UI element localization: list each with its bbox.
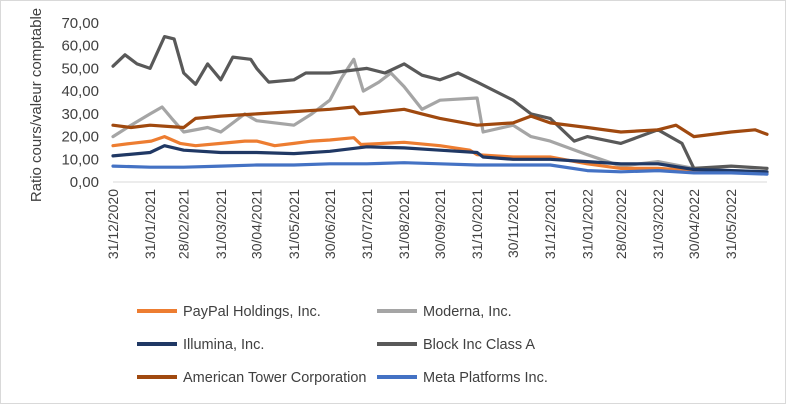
series-line [111,161,769,176]
series-line [111,35,769,170]
y-tick-label: 30,00 [61,106,99,123]
series-line [111,105,769,139]
y-axis-title: Ratio cours/valeur comptable [28,8,45,202]
series-line [111,135,769,175]
x-tick-label: 28/02/2022 [613,189,629,259]
x-tick-label: 31/01/2021 [142,189,158,259]
x-tick-label: 31/03/2022 [650,189,666,259]
legend-label: Meta Platforms Inc. [423,370,548,386]
x-tick-label: 31/10/2021 [469,189,485,259]
x-tick-label: 31/03/2021 [213,189,229,259]
y-tick-label: 40,00 [61,83,99,100]
x-axis-ticks: 31/12/2020 31/01/2021 28/02/2021 31/03/2021… [105,189,739,259]
x-tick-label: 30/11/2021 [505,189,521,258]
legend: PayPal Holdings, Inc. Moderna, Inc. Illumi… [137,304,548,386]
x-tick-label: 31/05/2022 [723,189,739,259]
plot-area [111,35,769,176]
legend-label: American Tower Corporation [183,370,366,386]
x-tick-label: 28/02/2021 [176,189,192,259]
y-axis-ticks: 0,00 10,00 20,00 30,00 40,00 50,00 60,00 70,00 [61,15,99,191]
y-tick-label: 50,00 [61,60,99,77]
series-line [111,144,769,174]
y-tick-label: 20,00 [61,129,99,146]
x-tick-label: 31/07/2021 [359,189,375,259]
x-tick-label: 30/06/2021 [322,189,338,259]
x-tick-label: 31/01/2022 [579,189,595,259]
legend-label: Illumina, Inc. [183,337,264,353]
y-tick-label: 70,00 [61,15,99,32]
x-tick-label: 30/04/2022 [686,189,702,259]
legend-label: PayPal Holdings, Inc. [183,304,321,320]
legend-label: Moderna, Inc. [423,304,512,320]
x-tick-label: 31/12/2020 [105,189,121,259]
series-line [111,57,769,174]
y-tick-label: 60,00 [61,38,99,55]
x-tick-label: 31/08/2021 [396,189,412,259]
x-tick-label: 30/09/2021 [432,189,448,259]
x-tick-label: 31/05/2021 [286,189,302,259]
y-tick-label: 10,00 [61,151,99,168]
y-tick-label: 0,00 [70,174,99,191]
x-tick-label: 31/12/2021 [542,189,558,259]
x-tick-label: 30/04/2021 [249,189,265,259]
legend-label: Block Inc Class A [423,337,535,353]
